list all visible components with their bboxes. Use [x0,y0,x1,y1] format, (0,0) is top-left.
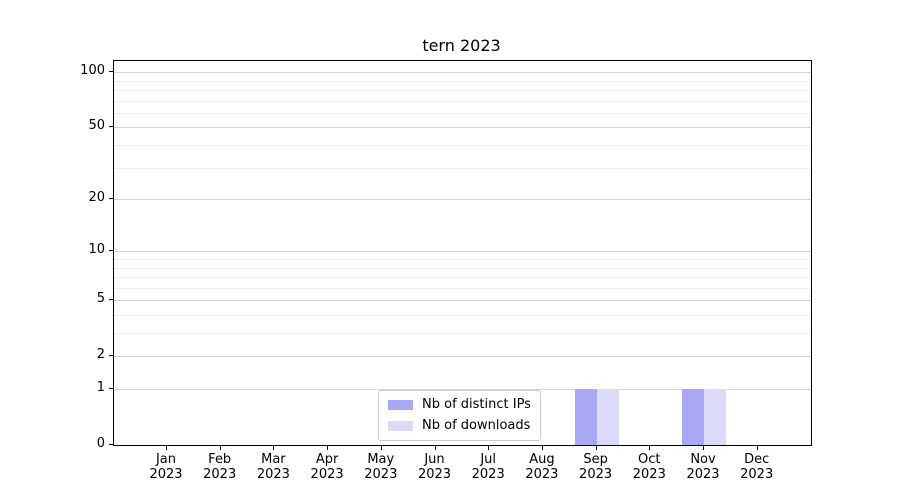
x-tick-mark [380,446,382,450]
x-tick-year: 2023 [632,467,666,482]
x-tick-year: 2023 [310,467,344,482]
x-tick-month: May [367,452,395,467]
legend-swatch-icon [388,400,413,410]
minor-gridline [114,80,811,82]
minor-gridline [114,167,811,169]
y-tick-mark [109,355,113,357]
bar-nb-of-downloads-sep-2023 [596,389,619,445]
major-gridline [114,199,811,201]
x-tick-label: Jun 2023 [403,452,467,482]
minor-gridline [114,333,811,334]
legend: Nb of distinct IPs Nb of downloads [378,390,541,441]
x-tick-month: Jul [480,452,497,467]
y-tick-mark [109,250,113,252]
major-gridline [114,251,811,253]
y-tick-mark [109,126,113,128]
major-gridline [114,127,811,129]
minor-gridline [114,267,811,269]
x-tick-month: Jun [424,452,445,467]
minor-gridline [114,100,811,102]
x-tick-mark [649,446,651,450]
x-tick-year: 2023 [471,467,505,482]
x-tick-mark [541,446,543,450]
x-tick-label: Jan 2023 [134,452,198,482]
x-tick-mark [595,446,597,450]
x-tick-year: 2023 [203,467,237,482]
x-tick-mark [219,446,221,450]
minor-gridline [114,145,811,146]
x-tick-mark [488,446,490,450]
plot-area [113,60,812,446]
x-tick-mark [756,446,758,450]
legend-label: Nb of distinct IPs [422,397,531,412]
x-tick-year: 2023 [740,467,774,482]
y-tick-mark [109,444,113,445]
bar-nb-of-distinct-ips-nov-2023 [682,389,704,445]
x-tick-month: Dec [744,452,770,467]
y-tick-label: 20 [88,190,105,206]
bar-nb-of-distinct-ips-sep-2023 [574,389,597,445]
x-tick-label: Jul 2023 [456,452,520,482]
x-tick-label: Oct 2023 [617,452,681,482]
x-tick-month: Jan [155,452,177,467]
x-tick-year: 2023 [579,467,613,482]
x-tick-label: Mar 2023 [241,452,305,482]
major-gridline [114,389,811,390]
x-tick-label: Sep 2023 [564,452,628,482]
minor-gridline [114,314,811,316]
x-tick-mark [434,446,436,450]
y-tick-label: 5 [96,291,105,307]
x-tick-month: Feb [208,452,232,467]
x-tick-month: Aug [529,452,555,467]
chart-title: tern 2023 [422,36,501,55]
x-tick-month: Apr [315,452,339,467]
x-tick-label: Nov 2023 [671,452,735,482]
x-tick-label: Apr 2023 [295,452,359,482]
minor-gridline [114,277,811,279]
bar-nb-of-downloads-nov-2023 [704,389,726,445]
x-tick-label: Aug 2023 [510,452,574,482]
x-tick-year: 2023 [417,467,452,482]
minor-gridline [114,112,811,114]
x-tick-year: 2023 [256,467,290,482]
y-tick-label: 10 [88,242,105,258]
legend-label: Nb of downloads [422,418,531,433]
y-tick-mark [109,388,113,389]
x-tick-month: Oct [638,452,661,467]
x-tick-label: Feb 2023 [188,452,252,482]
x-tick-mark [273,446,275,450]
y-tick-label: 1 [96,380,105,395]
x-tick-year: 2023 [686,467,720,482]
y-tick-mark [109,71,113,73]
legend-entry: Nb of distinct IPs [388,397,531,413]
y-tick-label: 2 [96,347,105,363]
x-tick-mark [166,446,167,450]
legend-swatch-icon [388,421,413,431]
x-tick-month: Nov [690,452,716,467]
x-tick-month: Mar [261,452,286,467]
x-tick-label: May 2023 [349,452,413,482]
y-tick-label: 0 [96,436,105,451]
x-tick-year: 2023 [525,467,559,482]
y-tick-mark [109,198,113,200]
y-tick-mark [109,299,113,301]
major-gridline [114,300,811,302]
minor-gridline [114,90,811,91]
legend-entry: Nb of downloads [388,418,531,434]
minor-gridline [114,258,811,260]
x-tick-mark [703,446,704,450]
x-tick-mark [327,446,329,450]
x-tick-month: Sep [583,452,608,467]
major-gridline [114,72,811,74]
y-tick-label: 100 [80,63,105,79]
x-tick-year: 2023 [149,467,183,482]
major-gridline [114,356,811,358]
x-tick-year: 2023 [364,467,398,482]
y-tick-label: 50 [88,118,105,134]
minor-gridline [114,287,811,289]
x-tick-label: Dec 2023 [725,452,789,482]
